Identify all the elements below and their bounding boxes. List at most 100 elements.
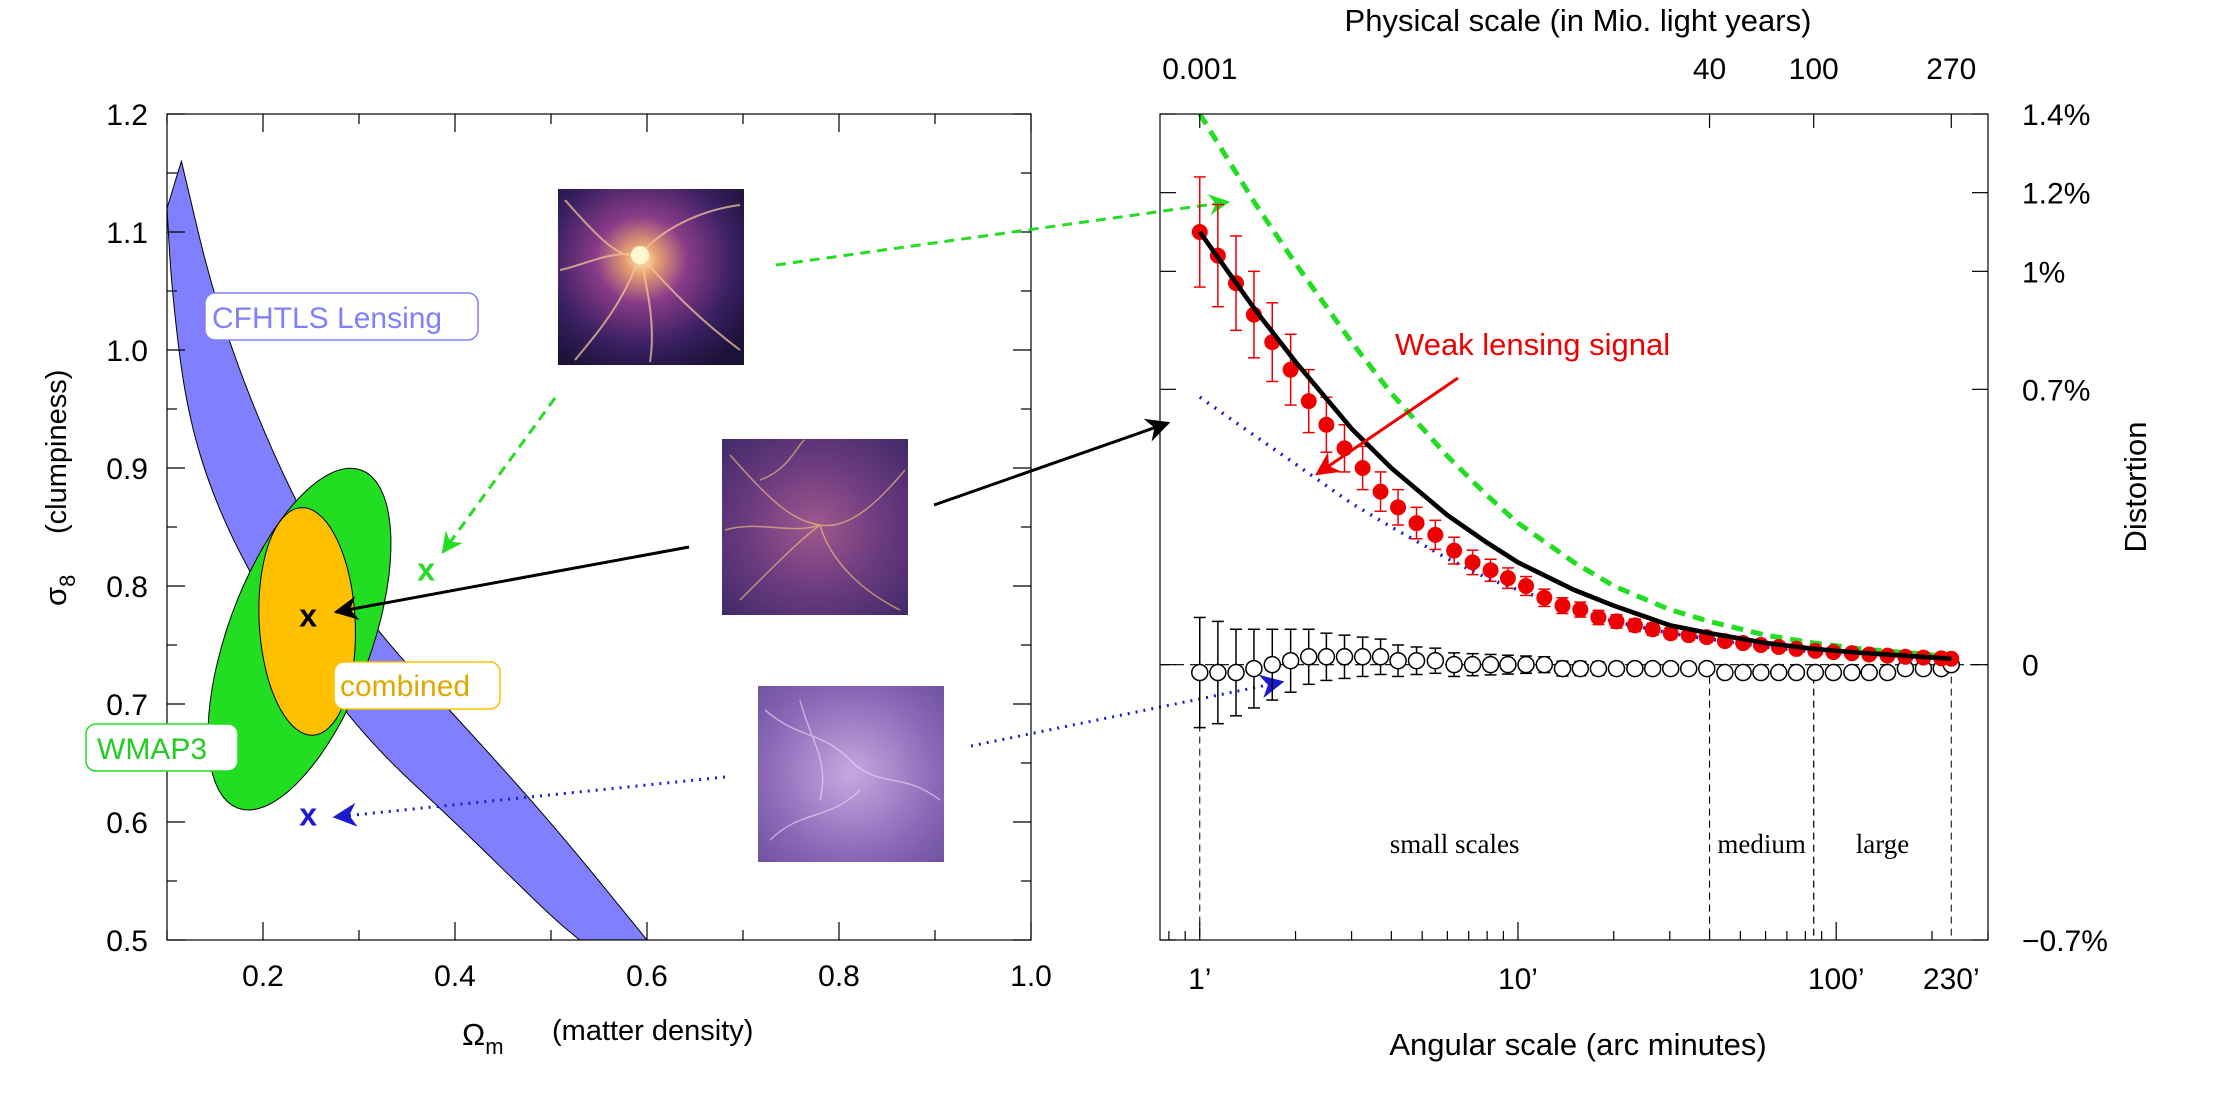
signal-point: [1518, 578, 1535, 594]
null-test-point: [1787, 663, 1806, 682]
null-test-point: [1263, 655, 1282, 674]
right-plot-frame: [1159, 113, 1989, 941]
signal-point: [1499, 570, 1516, 587]
y-tick-label: 0.5: [106, 925, 148, 958]
null-test-point: [1335, 648, 1354, 666]
left-y-axis-label: (clumpiness): [41, 370, 73, 534]
right-y-tick-label: 0: [2022, 650, 2039, 683]
signal-point: [1300, 393, 1317, 410]
right-plot-area: small scales medium large: [1160, 114, 1988, 940]
arrow-low-to-blue-x: [332, 775, 726, 827]
signal-point: [1464, 554, 1481, 571]
x-tick-label: 0.2: [242, 960, 284, 993]
null-test-point: [1843, 663, 1861, 682]
signal-point: [1282, 361, 1299, 378]
x-tick-label: 0.8: [818, 960, 860, 993]
null-test-point: [1553, 659, 1572, 678]
signal-point: [1427, 526, 1444, 543]
signal-point: [1626, 617, 1643, 634]
left-x-tick-labels: 0.2 0.4 0.6 0.8 1.0: [242, 960, 1052, 993]
bottom-x-tick-label: 1’: [1188, 963, 1211, 996]
model-marker: x: [299, 597, 317, 633]
top-x-tick-label: 100: [1789, 53, 1839, 86]
null-test-point: [1679, 659, 1698, 678]
null-test-point: [1245, 659, 1263, 678]
right-y-tick-label: 1.2%: [2022, 178, 2090, 211]
signal-point: [1318, 416, 1335, 433]
model-high-curve: [1197, 114, 1952, 660]
arrow-high-to-green-x: [441, 397, 557, 554]
lensing-label: CFHTLS Lensing: [212, 302, 442, 335]
right-y-tick-label: −0.7%: [2022, 925, 2108, 958]
null-test-point: [1371, 648, 1390, 666]
right-y-axis-label: Distortion: [2118, 422, 2153, 553]
simulation-image-high: [558, 189, 744, 365]
null-test-point: [1535, 655, 1554, 674]
right-y-tick-label: 0.7%: [2022, 374, 2090, 407]
null-test-point: [1589, 659, 1608, 678]
null-test-point: [1607, 659, 1626, 678]
lensing-label-box: [204, 292, 479, 341]
bottom-x-tick-label: 100’: [1808, 963, 1865, 996]
combined-label: combined: [340, 670, 470, 703]
signal-label-arrow: [1315, 376, 1459, 476]
left-x-axis-symbol: Ωm: [462, 1017, 504, 1059]
signal-point: [1572, 601, 1589, 618]
top-x-tick-label: 270: [1926, 53, 1976, 86]
null-test-point: [1571, 659, 1590, 678]
left-panel: 0.2 0.4 0.6 0.8 1.0 0.5 0.6 0.7 0.8 0.9 1.0 1.1 1.2…: [38, 99, 1285, 1059]
y-tick-label: 0.9: [106, 453, 148, 486]
null-test-point: [1463, 655, 1482, 674]
weak-lensing-signal-label: Weak lensing signal: [1395, 327, 1670, 362]
null-test-point: [1299, 648, 1318, 666]
model-low-curve: [1198, 395, 1952, 662]
signal-point: [1390, 499, 1407, 516]
y-tick-label: 0.6: [106, 807, 148, 840]
arrow-mid-to-black-x: [333, 545, 690, 620]
null-test-point: [1860, 663, 1878, 682]
signal-point: [1608, 613, 1625, 630]
null-test-point: [1389, 651, 1407, 670]
scale-region-label: large: [1856, 829, 1909, 859]
scale-region-label: medium: [1717, 829, 1806, 859]
scale-region-label: small scales: [1390, 829, 1520, 859]
y-tick-label: 1.0: [106, 335, 148, 368]
signal-point: [1482, 562, 1499, 579]
null-test-point: [1191, 663, 1209, 682]
bottom-x-tick-label: 10’: [1498, 963, 1538, 996]
signal-point: [1554, 597, 1571, 614]
arrow-low-to-right-panel: [970, 674, 1285, 748]
null-test-point: [1517, 655, 1535, 674]
signal-point: [1372, 483, 1389, 500]
null-test-point: [1445, 655, 1463, 674]
null-test-point: [1734, 663, 1752, 682]
signal-point: [1536, 589, 1553, 606]
y-tick-label: 0.8: [106, 571, 148, 604]
null-test-point: [1806, 663, 1825, 682]
null-test-point: [1281, 651, 1300, 670]
null-test-point: [1499, 655, 1517, 674]
x-tick-label: 0.4: [434, 960, 476, 993]
y-tick-label: 1.1: [106, 217, 148, 250]
best-fit-curve-top: [1197, 230, 1952, 662]
right-y-tick-label: 1.4%: [2022, 99, 2090, 132]
bottom-axis-label: Angular scale (arc minutes): [1389, 1027, 1766, 1062]
y-tick-label: 0.7: [106, 689, 148, 722]
null-test-point: [1407, 651, 1426, 670]
left-axis-ticks: [166, 113, 1032, 941]
null-test-point: [1716, 663, 1734, 682]
top-axis-label: Physical scale (in Mio. light years): [1345, 3, 1812, 38]
signal-point: [1644, 621, 1661, 638]
null-test-point: [1770, 663, 1788, 682]
null-test-point: [1626, 659, 1644, 678]
right-panel: small scales medium large 1’ 10’ 100’ 230’ 0.0…: [1159, 3, 2153, 1062]
left-markers: x x x: [299, 551, 435, 832]
null-test-point: [1824, 663, 1843, 682]
null-test-point: [1698, 659, 1716, 678]
right-tick-labels: 1’ 10’ 100’ 230’ 0.001 40 100 270 1.4% 1.2% 1% 0.7%…: [1162, 53, 2108, 996]
null-test-point: [1661, 659, 1680, 678]
model-marker: x: [299, 797, 317, 833]
signal-point: [1590, 609, 1607, 626]
bottom-x-tick-label: 230’: [1923, 963, 1980, 996]
